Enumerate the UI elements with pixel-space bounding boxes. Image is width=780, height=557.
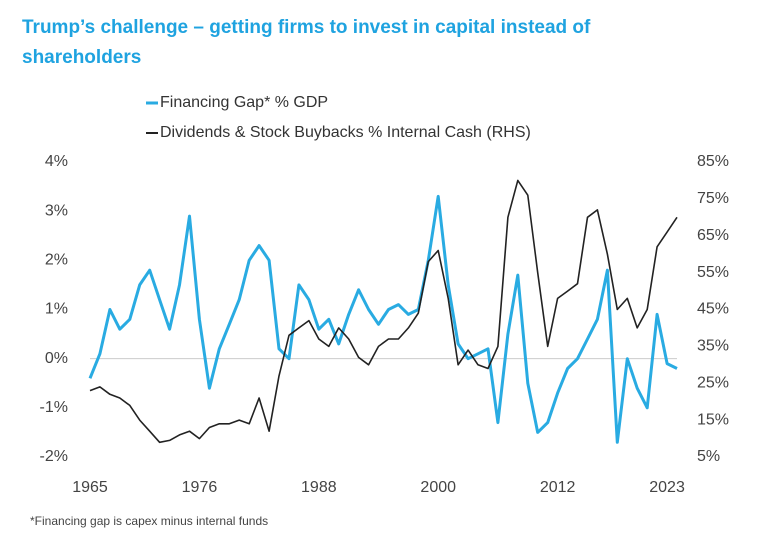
x-tick-label: 1988 — [301, 479, 337, 496]
y2-tick-label: 75% — [697, 190, 729, 207]
series-line — [88, 194, 678, 444]
y-tick-label: 1% — [45, 301, 68, 318]
legend-label: Dividends & Stock Buybacks % Internal Ca… — [160, 124, 531, 141]
y2-tick-label: 65% — [697, 227, 729, 244]
chart-title: Trump’s challenge – getting firms to inv… — [22, 17, 591, 38]
y2-tick-label: 85% — [697, 153, 729, 170]
y2-tick-label: 35% — [697, 338, 729, 355]
x-tick-label: 1976 — [182, 479, 218, 496]
series-line — [89, 179, 678, 444]
x-tick-label: 2012 — [540, 479, 576, 496]
y-tick-label: 4% — [45, 153, 68, 170]
y-tick-label: 2% — [45, 252, 68, 269]
y2-tick-label: 5% — [697, 448, 720, 465]
y2-tick-label: 15% — [697, 411, 729, 428]
y-tick-label: 0% — [45, 350, 68, 367]
y-tick-label: 3% — [45, 202, 68, 219]
y2-tick-label: 55% — [697, 264, 729, 281]
y2-tick-label: 45% — [697, 301, 729, 318]
legend-label: Financing Gap* % GDP — [160, 94, 328, 111]
y-tick-label: -2% — [40, 448, 68, 465]
x-tick-label: 2023 — [649, 479, 685, 496]
y-tick-label: -1% — [40, 399, 68, 416]
x-tick-label: 1965 — [72, 479, 108, 496]
footnote: *Financing gap is capex minus internal f… — [30, 514, 268, 528]
chart-title: shareholders — [22, 47, 141, 68]
x-tick-label: 2000 — [420, 479, 456, 496]
y2-tick-label: 25% — [697, 374, 729, 391]
